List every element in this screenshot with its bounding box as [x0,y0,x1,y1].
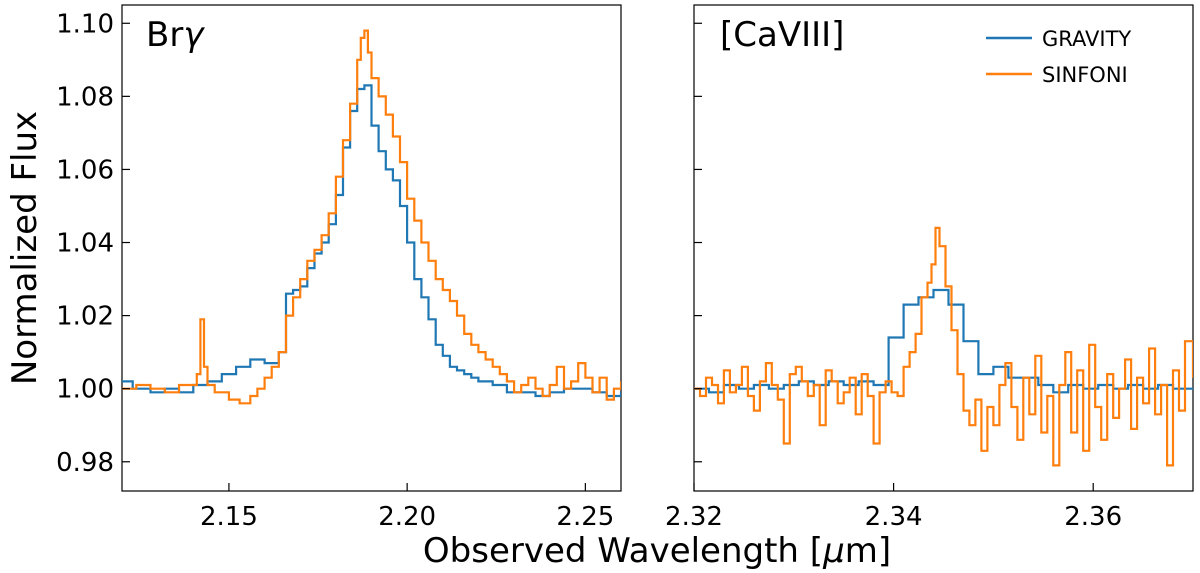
x-tick-label: 2.34 [865,502,923,532]
y-tick-label: 1.04 [56,229,114,259]
x-tick-label: 2.25 [556,502,614,532]
y-tick-label: 1.06 [56,155,114,185]
legend: GRAVITY SINFONI [986,27,1131,87]
x-tick-label: 2.36 [1064,502,1122,532]
panel-right-series [694,226,1193,467]
panel-right-xticks: 2.32 2.34 2.36 [665,483,1122,532]
panel-left-yticks: 0.98 1.00 1.02 1.04 1.06 1.08 1.10 [56,9,130,478]
legend-label-sinfoni: SINFONI [1042,63,1128,87]
series-line-gravity-right [694,288,1193,394]
x-tick-label: 2.32 [665,502,723,532]
panel-right-yticks [694,22,702,463]
series-line-sinfoni-left [122,29,621,405]
y-axis-title: Normalized Flux [5,111,45,385]
y-tick-label: 1.10 [56,9,114,39]
panel-left-frame [121,4,622,492]
panel-label-caviii: [CaVIII] [720,15,844,55]
x-tick-label: 2.20 [378,502,436,532]
panel-left-xticks: 2.15 2.20 2.25 [200,483,614,532]
series-line-sinfoni-right [694,226,1193,467]
panel-label-bry: Brγ [146,15,205,55]
y-tick-label: 1.08 [56,82,114,112]
x-tick-label: 2.15 [200,502,258,532]
y-tick-label: 1.02 [56,302,114,332]
y-tick-label: 0.98 [56,448,114,478]
legend-label-gravity: GRAVITY [1042,27,1131,51]
panel-left: 2.15 2.20 2.25 0.98 1.00 1.02 1.04 1.06 1.08 1.1… [56,4,622,532]
series-line-gravity-left [122,84,621,398]
y-tick-label: 1.00 [56,375,114,405]
panel-right: 2.32 2.34 2.36 [CaVIII] GRAVITY SINFONI [665,4,1194,532]
panel-right-frame [693,4,1194,492]
panel-left-series [122,29,621,405]
x-axis-title: Observed Wavelength [μm] [423,531,891,571]
